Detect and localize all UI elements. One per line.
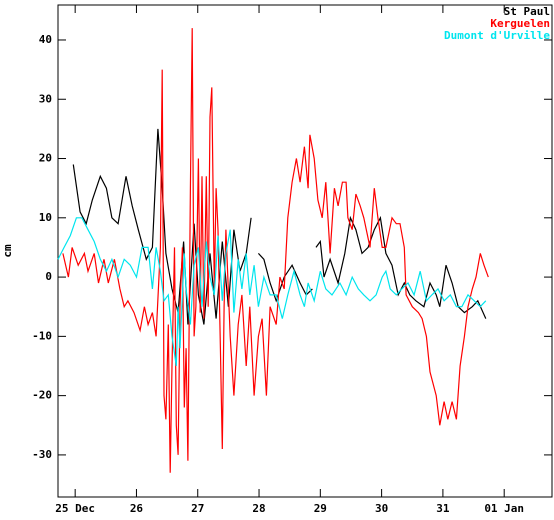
y-tick-label: -20 — [32, 389, 52, 402]
y-tick-label: -10 — [32, 329, 52, 342]
legend-entry: Dumont d'Urville — [444, 29, 550, 42]
legend-entry: St Paul — [504, 5, 550, 18]
x-tick-label: 01 Jan — [484, 502, 524, 515]
y-tick-label: 0 — [45, 270, 52, 283]
y-tick-label: 30 — [39, 92, 52, 105]
x-tick-label: 26 — [130, 502, 144, 515]
x-tick-label: 29 — [314, 502, 327, 515]
legend-entry: Kerguelen — [490, 17, 550, 30]
y-tick-label: -30 — [32, 448, 52, 461]
y-axis-label: cm — [1, 244, 14, 258]
series-line — [72, 128, 487, 325]
x-tick-label: 28 — [252, 502, 265, 515]
x-tick-label: 27 — [191, 502, 204, 515]
y-tick-label: 10 — [39, 211, 52, 224]
y-tick-label: 40 — [39, 33, 52, 46]
y-tick-label: 20 — [39, 152, 52, 165]
series-line — [62, 28, 489, 473]
x-tick-label: 30 — [375, 502, 388, 515]
plot-frame — [57, 4, 553, 498]
series-line — [57, 217, 487, 367]
x-tick-label: 25 Dec — [55, 502, 95, 515]
x-tick-label: 31 — [436, 502, 450, 515]
